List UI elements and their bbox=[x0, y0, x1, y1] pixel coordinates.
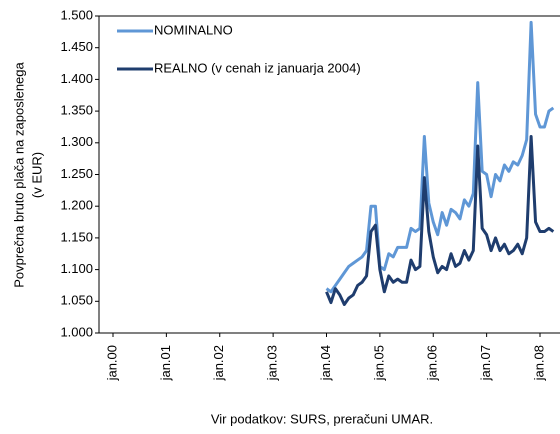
legend-label: REALNO (v cenah iz januarja 2004) bbox=[154, 60, 361, 75]
y-tick-label: 1.350 bbox=[60, 103, 93, 118]
x-tick-label: jan.04 bbox=[318, 345, 333, 381]
source-note: Vir podatkov: SURS, preračuni UMAR. bbox=[211, 411, 433, 426]
x-tick-label: jan.07 bbox=[478, 345, 493, 381]
y-tick-label: 1.050 bbox=[60, 293, 93, 308]
x-tick-label: jan.08 bbox=[531, 345, 546, 381]
data-line bbox=[325, 134, 555, 306]
y-tick-label: 1.150 bbox=[60, 229, 93, 244]
y-tick-label: 1.100 bbox=[60, 261, 93, 276]
x-tick-label: jan.05 bbox=[371, 345, 386, 381]
y-axis-label: (v EUR) bbox=[29, 152, 44, 198]
y-tick-label: 1.500 bbox=[60, 7, 93, 22]
x-tick-label: jan.03 bbox=[265, 345, 280, 381]
x-tick-label: jan.02 bbox=[211, 345, 226, 381]
legend-label: NOMINALNO bbox=[154, 22, 233, 37]
y-tick-label: 1.200 bbox=[60, 198, 93, 213]
y-tick-label: 1.300 bbox=[60, 134, 93, 149]
x-tick-label: jan.00 bbox=[104, 345, 119, 381]
y-tick-label: 1.000 bbox=[60, 324, 93, 339]
y-tick-label: 1.450 bbox=[60, 39, 93, 54]
y-tick-label: 1.250 bbox=[60, 166, 93, 181]
x-tick-label: jan.01 bbox=[158, 345, 173, 381]
data-line bbox=[325, 20, 555, 294]
y-tick-label: 1.400 bbox=[60, 71, 93, 86]
y-axis-label: Povprečna bruto plača na zaposlenega bbox=[11, 61, 26, 287]
x-tick-label: jan.06 bbox=[425, 345, 440, 381]
